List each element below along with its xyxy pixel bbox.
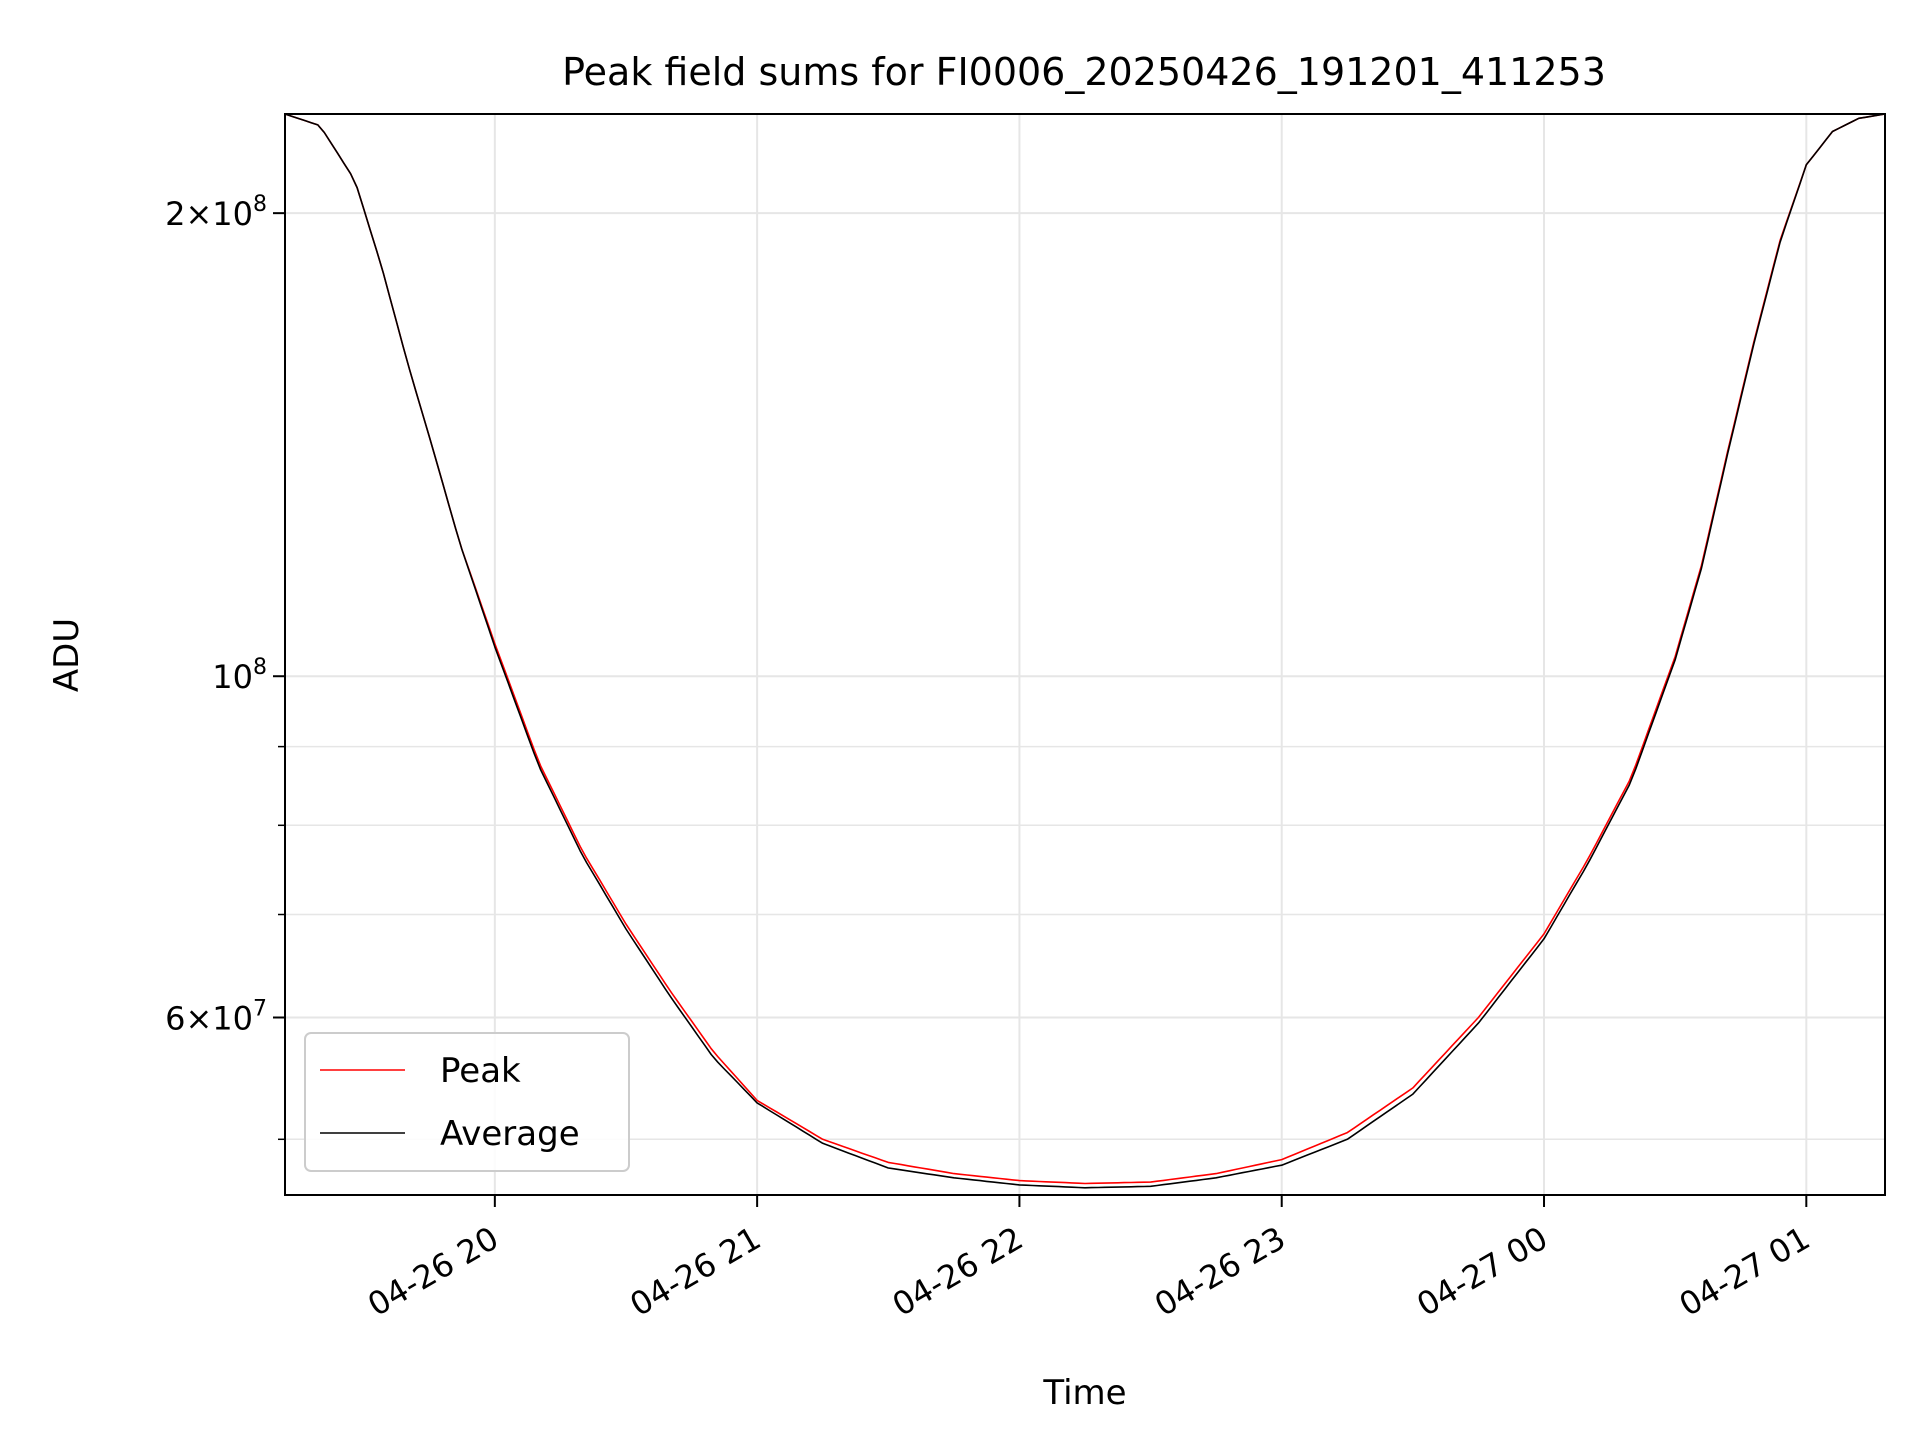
grid-lines xyxy=(285,114,1885,1195)
x-axis-label: Time xyxy=(1042,1373,1126,1413)
y-tick-label: 2×108 xyxy=(165,192,267,233)
legend-label-average: Average xyxy=(440,1114,580,1154)
legend: Peak Average xyxy=(304,1032,630,1172)
plot-series xyxy=(284,113,1886,1189)
series-line-average xyxy=(284,113,1886,1189)
y-tick-label: 6×107 xyxy=(165,996,267,1037)
y-axis: 2×108 108 6×107 xyxy=(165,192,285,1141)
plot-frame xyxy=(284,113,1886,1196)
y-tick-label: 108 xyxy=(212,655,267,696)
y-axis-label: ADU xyxy=(47,618,87,692)
series-line-peak xyxy=(284,113,1886,1185)
legend-label-peak: Peak xyxy=(440,1051,521,1091)
legend-box xyxy=(304,1032,630,1172)
chart-title: Peak field sums for FI0006_20250426_1912… xyxy=(562,50,1606,94)
